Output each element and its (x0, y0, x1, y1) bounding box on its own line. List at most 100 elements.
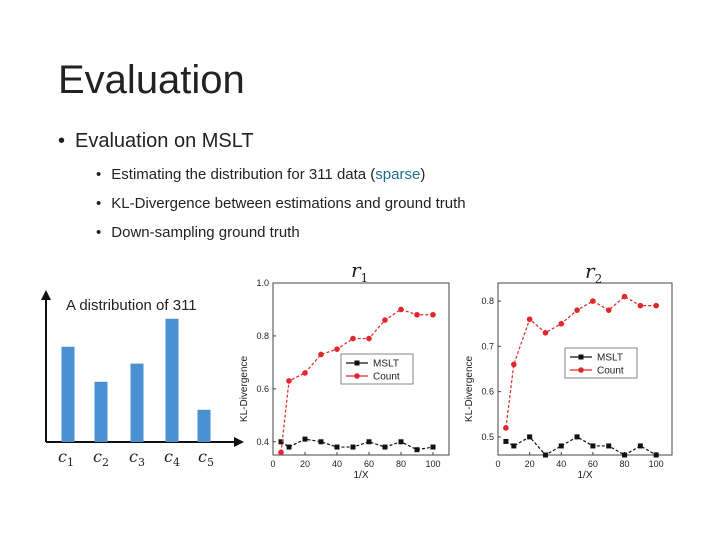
category-label-c1: c1 (58, 447, 74, 470)
chart1-count-point (350, 335, 356, 342)
chart2-mslt-point (606, 443, 612, 449)
chart2-mslt-point (622, 452, 628, 458)
chart2-count-point (621, 293, 628, 300)
chart1-count-point (430, 311, 436, 318)
sub-bullet-3: • Down-sampling ground truth (96, 224, 300, 241)
bullet-glyph: • (96, 166, 102, 183)
category-label-c4: c4 (164, 447, 180, 470)
chart1-legend-label: MSLT (373, 359, 399, 370)
chart2-x-tick-label: 100 (649, 459, 664, 469)
chart2-y-axis-label: KL-Divergence (464, 355, 475, 422)
chart2-mslt-point (511, 443, 517, 449)
chart2-count-point (526, 316, 533, 323)
chart2-y-tick-label: 0.5 (481, 432, 494, 442)
chart1-count-point (318, 351, 324, 358)
chart2-x-axis-label: 1/X (577, 470, 592, 481)
chart2-count-point (590, 298, 596, 304)
sub-bullet-3-text: Down-sampling ground truth (111, 224, 300, 241)
chart1-mslt-point (318, 439, 324, 445)
chart1-count-point (278, 449, 284, 456)
chart1-y-tick-label: 0.8 (256, 331, 269, 341)
chart2-x-tick-label: 40 (556, 459, 566, 469)
chart1-mslt-point (278, 439, 284, 445)
bar-c4 (165, 318, 179, 442)
chart2-count-point (558, 320, 565, 327)
category-label-c2: c2 (93, 447, 109, 470)
chart1-mslt-point (302, 436, 308, 442)
chart1-y-tick-label: 0.4 (256, 437, 269, 447)
chart1-x-tick-label: 40 (332, 459, 342, 469)
category-label-c5: c5 (198, 447, 214, 470)
bullet-glyph: • (58, 130, 66, 152)
chart1-y-tick-label: 0.6 (256, 384, 269, 394)
chart1-count-point (334, 346, 340, 352)
sub-bullet-1-text: Estimating the distribution for 311 data… (111, 166, 376, 183)
chart2-y-tick-label: 0.8 (481, 296, 494, 306)
chart2-legend-label: Count (597, 366, 624, 377)
sub-bullet-1: • Estimating the distribution for 311 dat… (96, 166, 425, 183)
chart1-legend-marker (354, 360, 360, 366)
chart1-frame (272, 282, 450, 456)
chart2-count-point (574, 307, 580, 313)
sub-bullet-1-close: ) (420, 166, 426, 183)
chart2-y-tick-label: 0.6 (481, 387, 494, 397)
main-bullet: • Evaluation on MSLT (58, 130, 254, 153)
bar-x-axis-arrow (234, 437, 244, 447)
chart2-mslt-point (542, 452, 548, 458)
chart1-x-tick-label: 100 (425, 459, 440, 469)
chart2-x-tick-label: 80 (620, 459, 630, 469)
chart1-x-axis-label: 1/X (353, 470, 368, 481)
chart2-x-tick-label: 20 (525, 459, 535, 469)
chart1-mslt-point (286, 444, 292, 450)
chart1-y-tick-label: 1.0 (256, 278, 269, 288)
chart2-frame (497, 282, 673, 456)
sub-bullet-2-text: KL-Divergence between estimations and gr… (111, 195, 466, 212)
chart1-mslt-point (398, 439, 404, 445)
bar-chart-title: A distribution of 311 (66, 297, 197, 314)
chart1-count-point (286, 378, 292, 384)
chart2-count-point (542, 329, 549, 336)
bar-y-axis-arrow (41, 290, 51, 300)
chart2-count-point (511, 361, 517, 368)
chart2-y-tick-label: 0.7 (481, 341, 494, 351)
chart2-legend-label: MSLT (597, 353, 623, 364)
chart1-x-tick-label: 60 (364, 459, 374, 469)
bar-c3 (130, 363, 144, 442)
chart2-mslt-point (574, 434, 580, 440)
chart2-count-point (637, 302, 644, 309)
bullet-glyph: • (96, 224, 102, 241)
chart1-legend-label: Count (373, 372, 400, 383)
chart-r1-label: r1 (351, 258, 369, 285)
chart1-y-axis-label: KL-Divergence (239, 355, 250, 422)
chart1-legend-marker (354, 373, 360, 379)
chart1-x-tick-label: 0 (270, 459, 275, 469)
chart2-count-point (605, 307, 612, 313)
sparse-highlight: sparse (375, 166, 421, 183)
chart2-mslt-point (527, 434, 533, 440)
chart2-mslt-point (558, 443, 564, 449)
chart2-mslt-point (590, 443, 596, 449)
chart1-count-point (398, 306, 404, 313)
chart2-mslt-point (653, 452, 659, 458)
category-label-c3: c3 (129, 447, 145, 470)
chart2-legend-box (564, 347, 638, 379)
sub-bullet-2: • KL-Divergence between estimations and g… (96, 195, 466, 212)
chart1-x-tick-label: 80 (396, 459, 406, 469)
chart2-x-tick-label: 60 (588, 459, 598, 469)
chart1-mslt-point (366, 439, 372, 445)
chart2-mslt-point (637, 443, 643, 449)
chart2-legend-marker (578, 367, 584, 373)
chart2-mslt-point (503, 438, 509, 444)
chart1-count-point (302, 370, 308, 376)
chart1-count-point (382, 317, 388, 323)
chart2-series-mslt (505, 436, 657, 456)
chart1-legend-box (340, 353, 414, 385)
chart1-x-tick-label: 20 (300, 459, 310, 469)
bar-c2 (94, 381, 108, 442)
chart2-legend-marker (578, 354, 584, 360)
main-bullet-text: Evaluation on MSLT (75, 130, 254, 152)
bar-c5 (197, 409, 211, 442)
chart1-mslt-point (414, 447, 420, 453)
chart1-mslt-point (334, 444, 340, 450)
